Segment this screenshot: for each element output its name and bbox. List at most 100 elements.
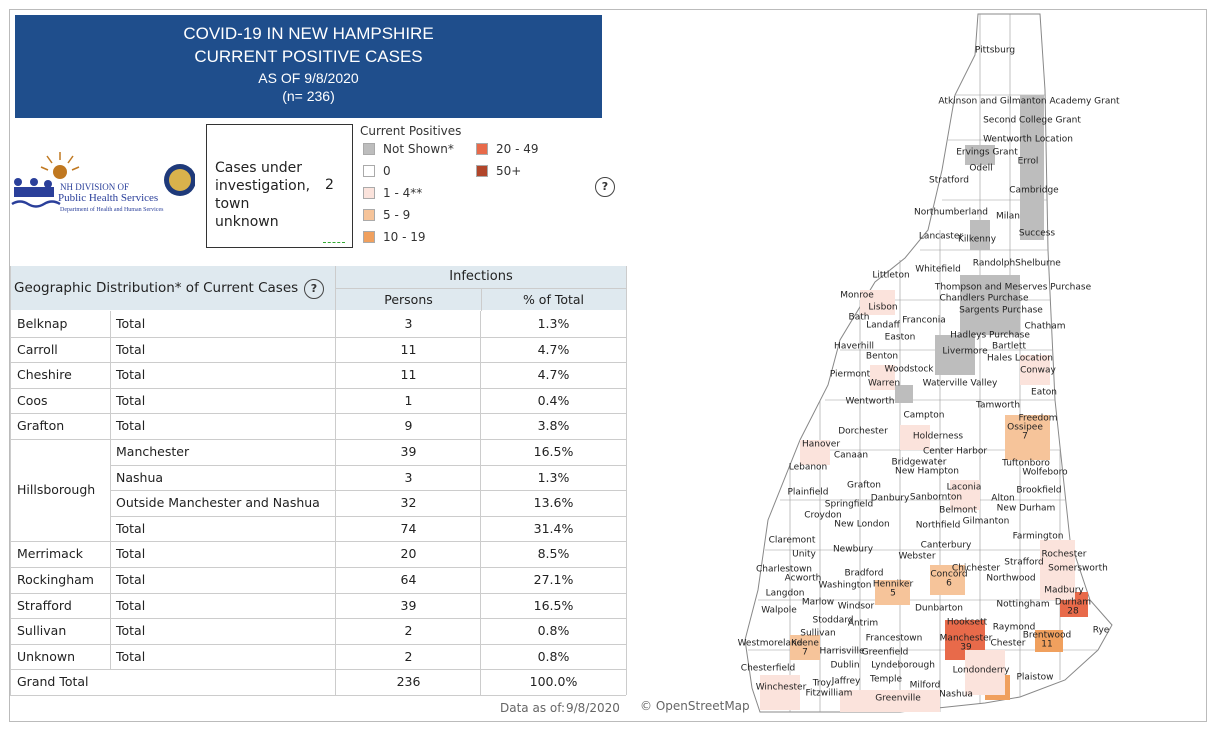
legend-swatch [363, 231, 375, 243]
legend-swatch [363, 165, 375, 177]
county-label: Coos [17, 392, 48, 408]
percent: 0.8% [537, 623, 570, 639]
persons: 1 [404, 392, 413, 408]
legend-swatch [363, 209, 375, 221]
help-button[interactable]: ? [595, 177, 615, 197]
sub-label: Total [116, 367, 146, 383]
legend-label: 10 - 19 [383, 230, 426, 244]
hline [10, 439, 110, 440]
hline [110, 413, 626, 415]
hline [110, 439, 626, 440]
hline [110, 515, 626, 517]
sub-label: Total [116, 572, 146, 587]
persons: 20 [400, 546, 417, 562]
sub-label: Total [116, 623, 146, 639]
hline [110, 643, 626, 645]
unknown-label: Cases under investigation, town unknown [215, 160, 311, 230]
county-label: Merrimack [17, 546, 83, 562]
legend-swatch [476, 143, 488, 155]
persons: 9 [404, 418, 413, 434]
hline [10, 643, 110, 645]
sub-label: Manchester [116, 444, 190, 459]
grand-total-percent: 100.0% [529, 674, 578, 690]
sparkline [323, 242, 345, 243]
table-title: Geographic Distribution* of Current Case… [14, 280, 299, 296]
hline [10, 592, 110, 594]
logo-text: Public Health Services [58, 192, 158, 204]
vline [481, 288, 482, 311]
county-label: Hillsborough [17, 482, 96, 498]
sub-label: Total [116, 392, 146, 408]
persons: 2 [404, 623, 413, 639]
county-label: Carroll [17, 341, 58, 357]
persons: 39 [400, 597, 417, 613]
sub-label: Nashua [116, 469, 164, 485]
vline [10, 266, 11, 695]
group-header: Infections [449, 269, 513, 284]
unknown-box: Cases under investigation, town unknown … [206, 124, 353, 248]
legend-label: 50+ [496, 164, 522, 178]
county-label: Grafton [17, 418, 65, 434]
persons: 2 [404, 648, 413, 664]
grand-total-label: Grand Total [17, 674, 89, 690]
data-as-of: 9/8/2020 [566, 701, 620, 715]
legend-label: 5 - 9 [383, 208, 411, 222]
hline [10, 362, 110, 364]
legend-swatch [363, 187, 375, 199]
percent: 0.4% [537, 392, 570, 408]
hline [10, 618, 110, 620]
county-label: Strafford [17, 597, 72, 613]
persons: 74 [400, 520, 417, 536]
hline [110, 362, 626, 364]
help-button[interactable]: ? [304, 279, 324, 299]
hline [110, 336, 626, 338]
hline [110, 567, 626, 568]
county-label: Sullivan [17, 623, 67, 639]
legend-swatch [476, 165, 488, 177]
county-label: Belknap [17, 316, 68, 331]
table-header-bg [10, 266, 335, 310]
percent: 16.5% [533, 597, 574, 613]
hline [110, 387, 626, 389]
persons: 64 [400, 572, 417, 587]
percent: 1.3% [537, 469, 570, 485]
percent: 27.1% [533, 572, 574, 587]
persons: 3 [404, 469, 413, 485]
county-label: Unknown [17, 648, 76, 664]
hline [10, 413, 110, 415]
hline [10, 695, 626, 696]
hline [110, 541, 626, 543]
percent: 0.8% [537, 648, 570, 664]
subtitle: CURRENT POSITIVE CASES [194, 47, 423, 66]
column-header: Persons [384, 292, 433, 307]
legend-label: 1 - 4** [383, 186, 423, 200]
hline [110, 490, 626, 492]
total-n: (n= 236) [282, 88, 335, 104]
unknown-value: 2 [325, 177, 334, 193]
persons: 39 [400, 444, 417, 459]
attribution[interactable]: © OpenStreetMap [640, 699, 750, 713]
legend-label: 20 - 49 [496, 142, 539, 156]
column-header: % of Total [522, 292, 585, 307]
logo-text: Department of Health and Human Services [60, 206, 164, 213]
vline [626, 266, 627, 695]
data-as-of-label: Data as of: [500, 701, 566, 715]
hline [110, 669, 626, 671]
sub-label: Total [116, 418, 146, 434]
sub-label: Total [116, 341, 146, 357]
logo: NH DIVISION OF Public Health Services De… [11, 152, 195, 213]
logo-text: NH DIVISION OF [60, 182, 129, 192]
percent: 3.8% [537, 418, 570, 434]
sub-label: Total [116, 520, 146, 536]
as-of: AS OF 9/8/2020 [258, 70, 359, 86]
hline [110, 592, 626, 594]
persons: 11 [400, 367, 417, 383]
sub-label: Total [116, 316, 146, 331]
header: COVID-19 IN NEW HAMPSHIRE CURRENT POSITI… [15, 15, 602, 118]
hline [10, 567, 110, 568]
persons: 32 [400, 495, 417, 511]
hline [10, 669, 110, 671]
vline [480, 311, 481, 695]
frame [9, 9, 1207, 722]
